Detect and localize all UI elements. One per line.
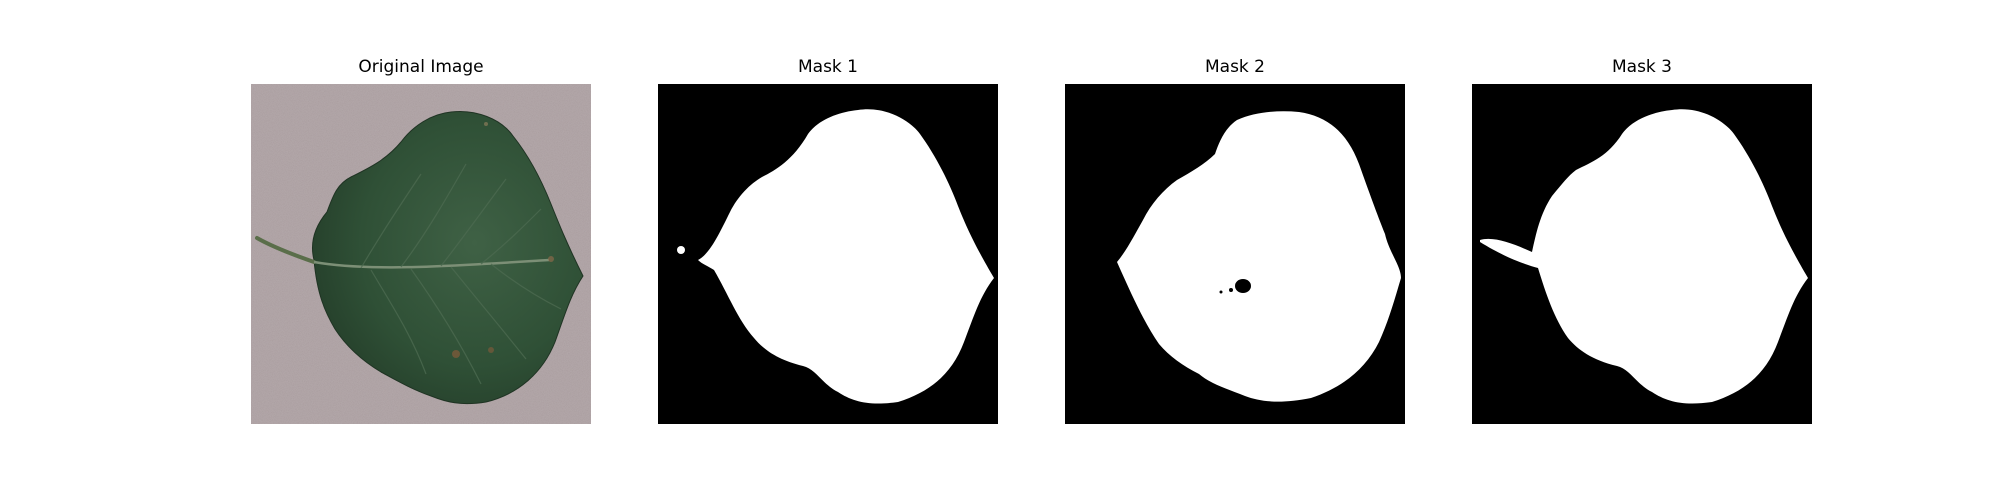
mask-1-image	[658, 84, 998, 424]
panel-title: Mask 3	[1611, 57, 1672, 77]
leaf-midrib	[313, 258, 550, 269]
mask-2-image	[1065, 84, 1405, 424]
mask-2-hole	[1235, 279, 1251, 293]
original-leaf-photo	[251, 84, 591, 424]
mask-1-speck	[677, 246, 685, 254]
panel-title: Mask 2	[1204, 57, 1265, 77]
panel-title: Original Image	[358, 57, 484, 77]
mask-2-region	[1117, 111, 1401, 402]
leaf-stem	[255, 236, 316, 264]
leaf-veins	[360, 163, 562, 385]
mask-3-region	[1480, 109, 1808, 404]
mask-1-region	[698, 109, 994, 404]
panel-title: Mask 1	[797, 57, 858, 77]
mask-3-image	[1472, 84, 1812, 424]
